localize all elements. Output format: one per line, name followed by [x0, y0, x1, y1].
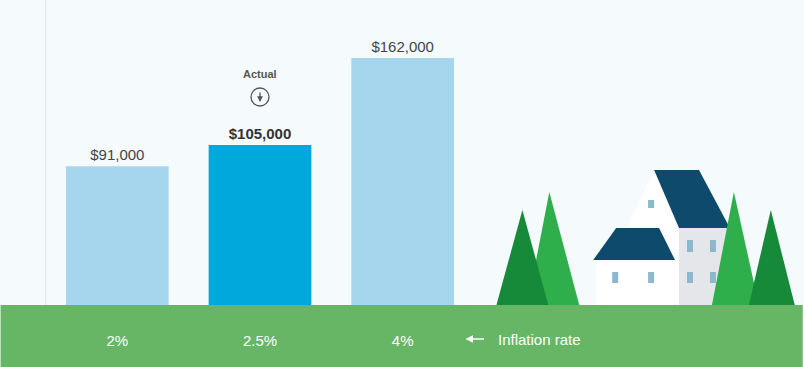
- svg-text:$162,000: $162,000: [371, 38, 434, 55]
- svg-text:$105,000: $105,000: [229, 125, 292, 142]
- svg-text:2.5%: 2.5%: [243, 332, 277, 349]
- svg-text:$91,000: $91,000: [90, 146, 144, 163]
- svg-text:Inflation rate: Inflation rate: [498, 331, 581, 348]
- svg-text:Actual: Actual: [243, 68, 277, 80]
- svg-text:4%: 4%: [392, 332, 414, 349]
- svg-text:2%: 2%: [106, 332, 128, 349]
